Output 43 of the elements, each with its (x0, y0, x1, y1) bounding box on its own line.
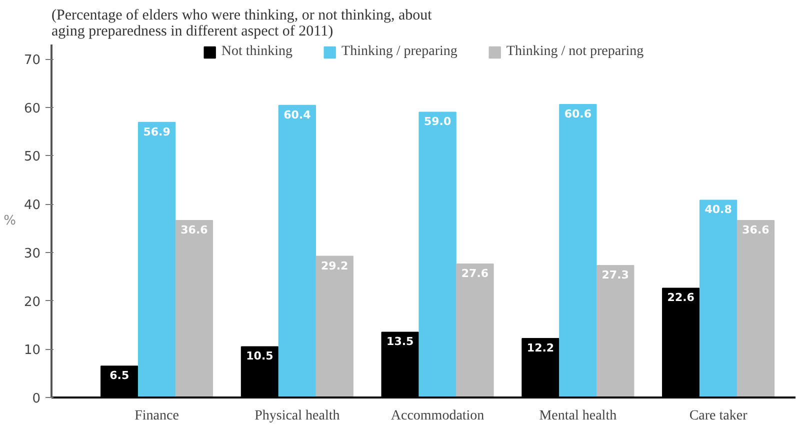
legend-label: Not thinking (221, 44, 293, 60)
x-tick-label: Accommodation (390, 408, 484, 424)
bar (175, 220, 214, 398)
chart-title: (Percentage of elders who were thinking, or not thinking, about aging preparedness in different aspect of 2011) (52, 8, 433, 40)
x-tick-label: Physical health (254, 408, 340, 424)
data-label: 40.8 (704, 203, 732, 216)
bar (736, 220, 775, 398)
y-axis-title: % (4, 214, 16, 228)
data-label: 36.6 (180, 224, 208, 237)
y-tick-label: 0 (32, 392, 41, 406)
bar (418, 112, 456, 398)
data-label: 59.0 (424, 115, 452, 128)
y-tick-label: 20 (24, 294, 41, 310)
data-label: 60.4 (284, 108, 312, 122)
data-label: 56.9 (143, 125, 170, 138)
x-tick-label: Mental health (539, 408, 617, 424)
data-label: 27.6 (461, 267, 489, 280)
data-label: 10.5 (246, 350, 274, 363)
legend-label: Thinking / preparing (342, 44, 458, 60)
bar (456, 264, 494, 398)
x-tick-label: Care taker (689, 408, 748, 424)
bar (316, 256, 354, 398)
data-label: 12.2 (526, 342, 554, 355)
x-tick-label: Finance (134, 408, 179, 424)
y-tick-label: 70 (24, 53, 41, 68)
bar (278, 104, 316, 398)
y-tick-label: 10 (24, 343, 41, 358)
data-label: 13.5 (386, 335, 414, 348)
legend-label: Thinking / not preparing (506, 44, 644, 60)
y-tick-label: 50 (24, 150, 41, 165)
bar (699, 200, 738, 398)
data-label: 29.2 (321, 259, 348, 272)
data-label: 6.5 (110, 369, 130, 382)
bar (138, 122, 176, 398)
data-label: 27.3 (602, 268, 629, 282)
data-label: 22.6 (667, 291, 695, 304)
data-label: 36.6 (742, 224, 770, 237)
bar (559, 104, 597, 398)
y-tick-label: 30 (24, 246, 41, 262)
y-tick-label: 60 (24, 101, 41, 116)
data-label: 60.6 (564, 107, 592, 120)
y-tick-label: 40 (24, 198, 41, 214)
bar (596, 264, 634, 398)
